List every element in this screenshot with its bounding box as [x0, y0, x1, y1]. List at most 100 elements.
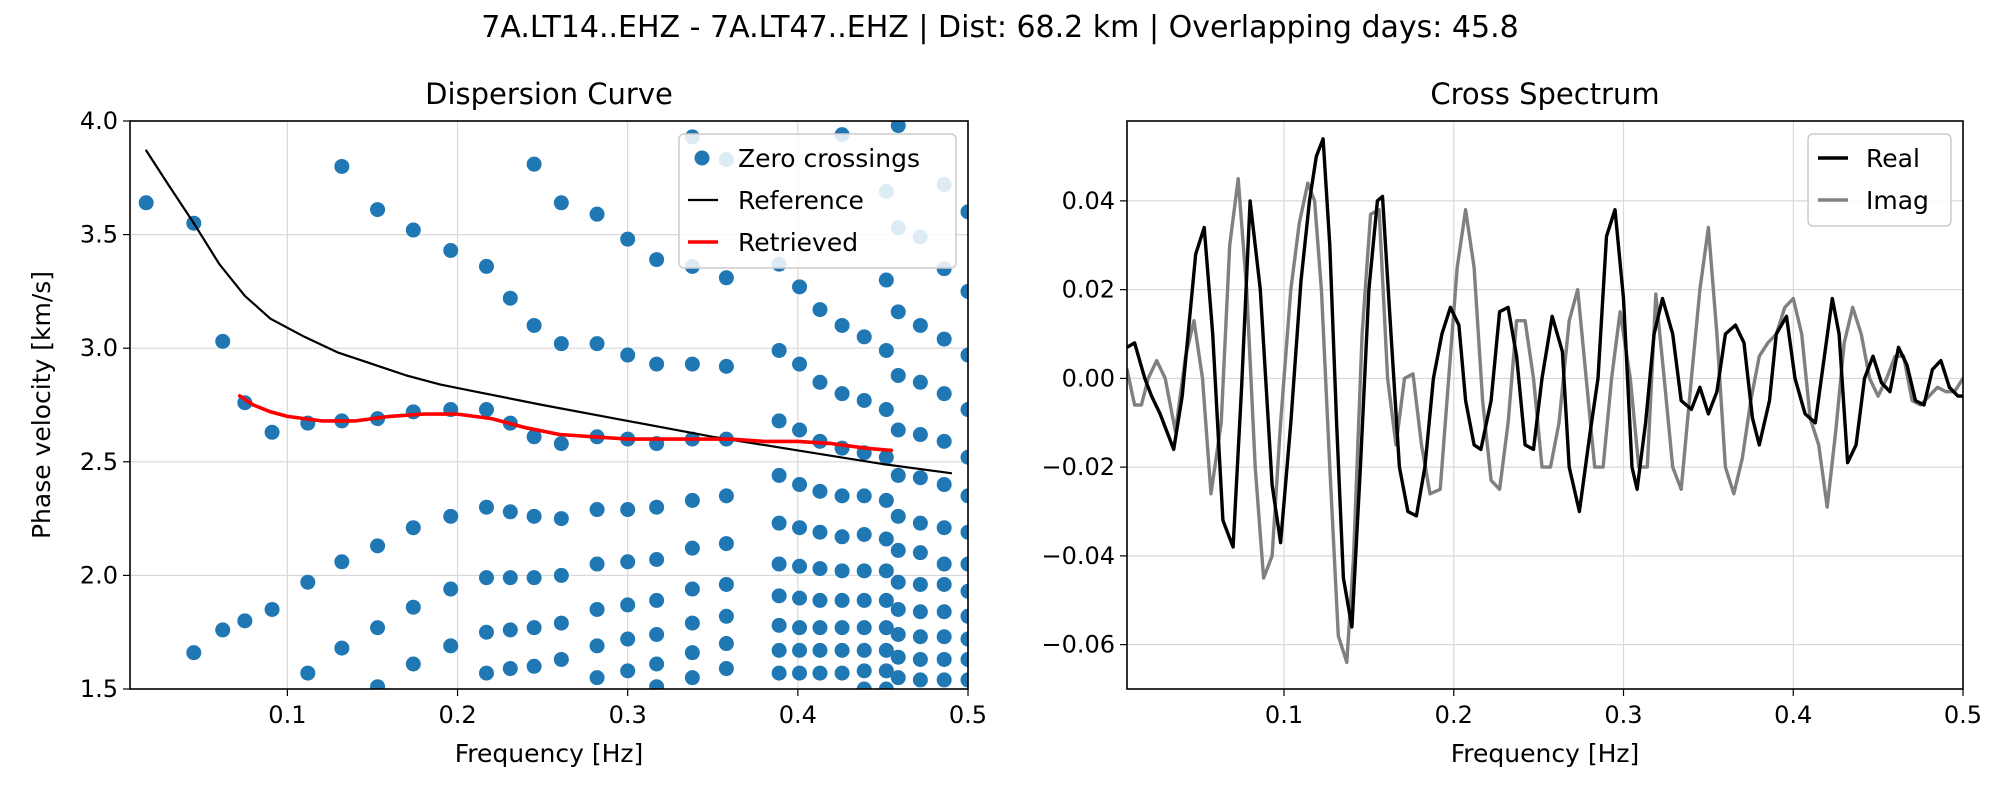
zero-crossing-point	[553, 436, 569, 452]
zero-crossing-point	[553, 567, 569, 583]
zero-crossing-point	[771, 467, 787, 483]
zero-crossing-point	[890, 649, 906, 665]
zero-crossing-point	[834, 563, 850, 579]
zero-crossing-point	[856, 663, 872, 679]
zero-crossing-point	[370, 620, 386, 636]
zero-crossing-point	[684, 540, 700, 556]
x-tick-label: 0.5	[1944, 701, 1982, 729]
zero-crossing-point	[553, 511, 569, 527]
zero-crossing-point	[526, 570, 542, 586]
zero-crossing-point	[856, 563, 872, 579]
zero-crossing-point	[960, 651, 968, 667]
zero-crossing-point	[443, 638, 459, 654]
zero-crossing-point	[620, 347, 636, 363]
zero-crossing-point	[718, 576, 734, 592]
zero-crossing-point	[890, 508, 906, 524]
zero-crossing-point	[890, 422, 906, 438]
zero-crossing-point	[878, 531, 894, 547]
zero-crossing-point	[334, 158, 350, 174]
zero-crossing-point	[718, 608, 734, 624]
zero-crossing-point	[553, 651, 569, 667]
zero-crossing-point	[443, 508, 459, 524]
zero-crossing-point	[936, 629, 952, 645]
zero-crossing-point	[834, 317, 850, 333]
zero-crossing-point	[878, 449, 894, 465]
zero-crossing-point	[834, 592, 850, 608]
zero-crossing-point	[526, 429, 542, 445]
y-tick-label: −0.06	[1041, 631, 1115, 659]
zero-crossing-point	[792, 620, 808, 636]
zero-crossing-point	[649, 252, 665, 268]
zero-crossing-point	[960, 449, 968, 465]
zero-crossing-point	[553, 615, 569, 631]
zero-crossing-point	[890, 467, 906, 483]
zero-crossing-point	[890, 574, 906, 590]
zero-crossing-point	[370, 679, 386, 689]
zero-crossing-point	[405, 404, 421, 420]
zero-crossing-point	[878, 592, 894, 608]
zero-crossing-point	[890, 670, 906, 686]
zero-crossing-point	[912, 651, 928, 667]
zero-crossing-point	[589, 556, 605, 572]
zero-crossing-point	[936, 433, 952, 449]
zero-crossing-point	[502, 570, 518, 586]
axes-frame	[1126, 120, 1964, 690]
zero-crossing-point	[684, 492, 700, 508]
zero-crossing-point	[478, 624, 494, 640]
zero-crossing-point	[526, 658, 542, 674]
zero-crossing-point	[812, 374, 828, 390]
zero-crossing-point	[878, 492, 894, 508]
zero-crossing-point	[771, 617, 787, 633]
zero-crossing-point	[649, 551, 665, 567]
zero-crossing-point	[718, 488, 734, 504]
x-tick-label: 0.1	[1265, 701, 1303, 729]
zero-crossing-point	[718, 358, 734, 374]
zero-crossing-point	[960, 672, 968, 688]
zero-crossing-point	[526, 508, 542, 524]
zero-crossing-point	[878, 681, 894, 689]
zero-crossing-point	[878, 663, 894, 679]
zero-crossing-point	[792, 665, 808, 681]
zero-crossing-point	[912, 604, 928, 620]
zero-crossing-point	[856, 527, 872, 543]
zero-crossing-point	[405, 222, 421, 238]
zero-crossing-point	[834, 529, 850, 545]
zero-crossing-point	[138, 195, 154, 211]
zero-crossing-point	[589, 502, 605, 518]
zero-crossing-point	[878, 402, 894, 418]
y-tick-label: 1.5	[80, 675, 118, 703]
zero-crossing-point	[649, 356, 665, 372]
zero-crossing-point	[684, 645, 700, 661]
legend: Zero crossings Reference Retrieved	[678, 133, 957, 269]
zero-crossing-point	[890, 121, 906, 134]
zero-crossing-point	[553, 336, 569, 352]
x-tick-label: 0.5	[949, 701, 987, 729]
axes-title: Cross Spectrum	[1430, 77, 1659, 111]
zero-crossing-point	[502, 661, 518, 677]
zero-crossing-point	[960, 347, 968, 363]
zero-crossing-point	[856, 392, 872, 408]
zero-crossing-point	[812, 665, 828, 681]
x-axis-label: Frequency [Hz]	[1451, 739, 1640, 768]
zero-crossing-point	[589, 206, 605, 222]
zero-crossing-point	[620, 663, 636, 679]
zero-crossing-point	[812, 302, 828, 318]
series-line-real	[1127, 137, 1963, 629]
zero-crossing-point	[960, 524, 968, 540]
dispersion-curve-axes: 0.1 0.2 0.3 0.4 0.5 1.5 2.0 2.5 3.0 3.5 4.0 Dispers…	[27, 77, 987, 768]
zero-crossing-point	[771, 342, 787, 358]
x-tick-label: 0.3	[609, 701, 647, 729]
zero-crossing-point	[718, 536, 734, 552]
zero-crossing-point	[878, 642, 894, 658]
cross-spectrum-axes: 0.1 0.2 0.3 0.4 0.5 −0.06 −0.04 −0.02 0.00 0.02 0.…	[1041, 77, 1982, 768]
zero-crossing-point	[186, 645, 202, 661]
zero-crossing-point	[215, 333, 231, 349]
zero-crossing-point	[334, 554, 350, 570]
zero-crossing-point	[684, 615, 700, 631]
zero-crossing-point	[589, 336, 605, 352]
zero-crossing-point	[890, 542, 906, 558]
x-tick-label: 0.2	[438, 701, 476, 729]
zero-crossing-point	[856, 329, 872, 345]
legend: Real Imag	[1807, 133, 1952, 227]
zero-crossing-point	[856, 681, 872, 689]
